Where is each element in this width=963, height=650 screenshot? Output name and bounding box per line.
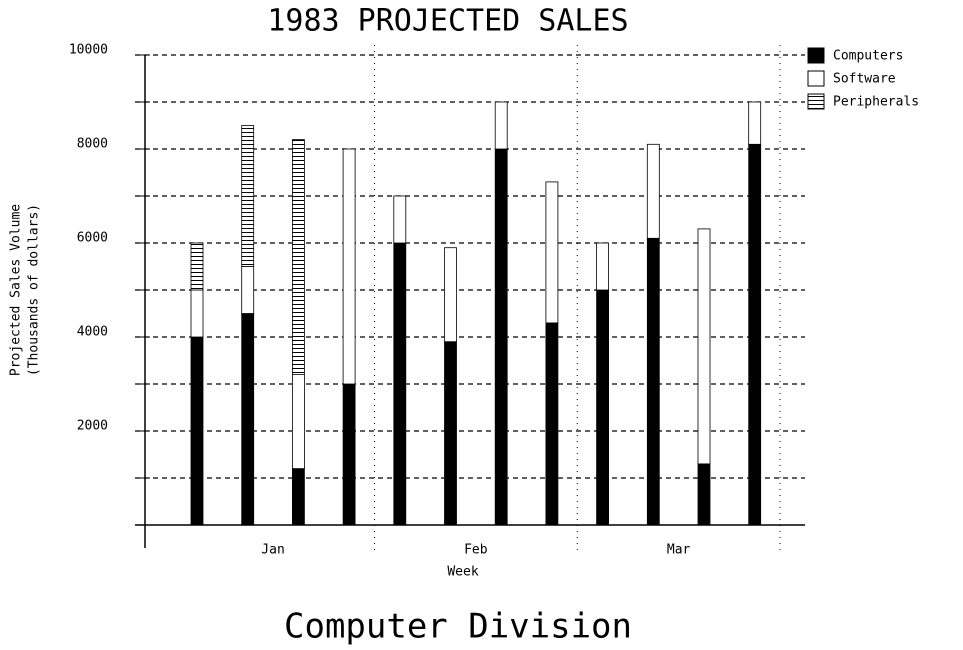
bar-segment [342, 383, 356, 526]
bar-segment [646, 237, 660, 526]
bar-segment [748, 143, 762, 526]
chart-title: 1983 PROJECTED SALES [267, 4, 628, 39]
bar-segment [444, 247, 457, 343]
bar-segment [241, 266, 255, 314]
bar-segment [494, 101, 508, 150]
bar-segment [342, 148, 356, 385]
x-group-label: Jan [261, 543, 284, 558]
legend-label: Computers [833, 49, 903, 64]
y-tick-label: 8000 [77, 137, 108, 152]
bar-segment [291, 468, 305, 526]
bar-segment [545, 181, 559, 324]
legend-swatch [807, 93, 825, 110]
bar-segment [190, 336, 204, 526]
x-group-label: Mar [667, 543, 691, 558]
bar-segment [393, 242, 407, 526]
x-group-label: Feb [464, 543, 488, 558]
y-tick-label: 4000 [77, 325, 108, 340]
bar-segment [393, 195, 407, 244]
y-tick-label: 6000 [77, 231, 108, 246]
y-axis-label: Projected Sales Volume [9, 204, 24, 376]
x-axis-label: Week [447, 565, 478, 580]
bar-segment [291, 374, 305, 470]
y-axis-label: (Thousands of dollars) [27, 204, 42, 376]
bar-segment [697, 463, 711, 526]
bar-segment [748, 101, 762, 145]
bar-segment [646, 143, 660, 239]
legend-swatch [807, 70, 825, 87]
bar-segment [444, 341, 457, 526]
bar-segment [697, 228, 711, 465]
legend-label: Software [833, 72, 896, 87]
bar-segment [241, 313, 255, 526]
bar-segment [494, 148, 508, 526]
legend-swatch [807, 47, 825, 64]
bar-segment [596, 289, 609, 526]
bar-segment [596, 242, 609, 291]
bar-segment [291, 139, 305, 376]
bar-segment [545, 322, 559, 526]
bar-segment [241, 125, 255, 267]
bar-segment [190, 242, 204, 291]
legend-label: Peripherals [833, 95, 919, 110]
y-tick-label: 10000 [69, 43, 108, 58]
bar-segment [190, 289, 204, 338]
chart-subtitle: Computer Division [284, 607, 632, 647]
y-tick-label: 2000 [77, 419, 108, 434]
